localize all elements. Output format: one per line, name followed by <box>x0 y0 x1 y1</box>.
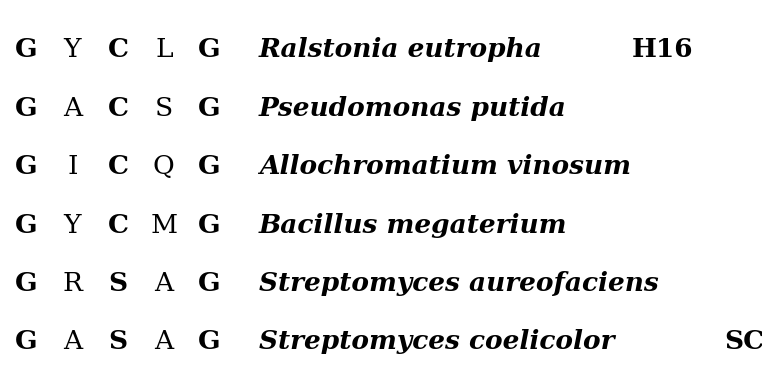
Text: G: G <box>15 212 38 238</box>
Text: G: G <box>15 96 38 121</box>
Text: Allochromatium vinosum: Allochromatium vinosum <box>259 154 631 179</box>
Text: G: G <box>15 271 38 296</box>
Text: G: G <box>198 154 221 179</box>
Text: G: G <box>198 37 221 63</box>
Text: G: G <box>15 154 38 179</box>
Text: Y: Y <box>64 212 81 238</box>
Text: A: A <box>154 329 174 354</box>
Text: A: A <box>154 271 174 296</box>
Text: SCO7613: SCO7613 <box>724 329 762 354</box>
Text: G: G <box>15 37 38 63</box>
Text: L: L <box>155 37 173 63</box>
Text: G: G <box>198 271 221 296</box>
Text: S: S <box>108 329 128 354</box>
Text: Bacillus megaterium: Bacillus megaterium <box>259 212 568 238</box>
Text: S: S <box>108 271 128 296</box>
Text: Streptomyces coelicolor: Streptomyces coelicolor <box>259 329 615 354</box>
Text: G: G <box>198 329 221 354</box>
Text: A: A <box>62 96 82 121</box>
Text: C: C <box>107 212 129 238</box>
Text: Streptomyces aureofaciens: Streptomyces aureofaciens <box>259 271 659 296</box>
Text: S: S <box>155 96 173 121</box>
Text: I: I <box>67 154 78 179</box>
Text: G: G <box>15 329 38 354</box>
Text: Ralstonia eutropha: Ralstonia eutropha <box>259 37 543 63</box>
Text: C: C <box>107 154 129 179</box>
Text: M: M <box>150 212 178 238</box>
Text: Pseudomonas putida: Pseudomonas putida <box>259 96 567 121</box>
Text: G: G <box>198 212 221 238</box>
Text: Q: Q <box>153 154 174 179</box>
Text: H16: H16 <box>632 37 693 63</box>
Text: R: R <box>62 271 82 296</box>
Text: C: C <box>107 37 129 63</box>
Text: C: C <box>107 96 129 121</box>
Text: G: G <box>198 96 221 121</box>
Text: A: A <box>62 329 82 354</box>
Text: Y: Y <box>64 37 81 63</box>
